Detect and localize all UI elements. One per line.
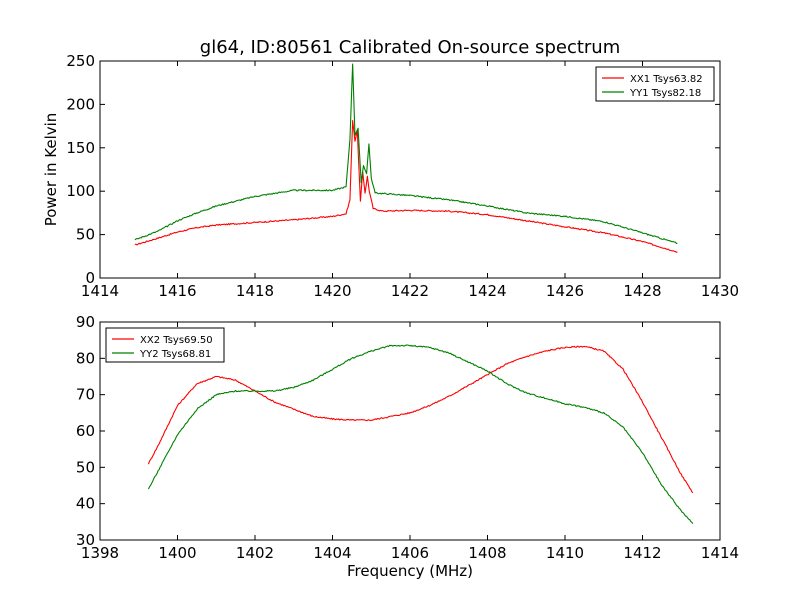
x-tick-label: 1408: [468, 544, 506, 562]
series-line-2: [134, 63, 678, 244]
x-tick-label: 1430: [701, 282, 739, 300]
x-tick-label: 1420: [313, 282, 351, 300]
y-axis-label: Power in Kelvin: [42, 113, 60, 227]
x-tick-label: 1404: [313, 544, 351, 562]
y-tick-label: 0: [85, 269, 95, 287]
x-tick-label: 1400: [158, 544, 196, 562]
legend-box: [105, 327, 225, 363]
x-tick-label: 1414: [701, 544, 739, 562]
y-tick-label: 100: [66, 182, 95, 200]
x-tick-label: 1414: [81, 282, 119, 300]
x-tick-label: 1406: [391, 544, 429, 562]
y-tick-label: 50: [76, 226, 95, 244]
y-tick-label: 50: [76, 458, 95, 476]
x-tick-label: 1416: [158, 282, 196, 300]
legend-entry: YY1 Tsys82.18: [629, 88, 701, 99]
x-tick-label: 1418: [236, 282, 274, 300]
series-line-2: [147, 344, 694, 524]
series-line-1: [147, 345, 694, 494]
legend: XX2 Tsys69.50 YY2 Tsys68.81: [105, 327, 225, 363]
chart-title: gl64, ID:80561 Calibrated On-source spec…: [200, 37, 620, 58]
y-tick-label: 90: [76, 313, 95, 331]
x-tick-label: 1398: [81, 544, 119, 562]
y-tick-label: 150: [66, 139, 95, 157]
legend: XX1 Tsys63.82 YY1 Tsys82.18: [595, 66, 715, 102]
legend-entry: YY2 Tsys68.81: [139, 349, 211, 360]
top-plot: 1414 1416 1418 1420 1422 1424 1426 1428 1430 0 50 1…: [42, 52, 739, 300]
x-tick-label: 1422: [391, 282, 429, 300]
series-line-1: [134, 120, 678, 253]
y-tick-label: 60: [76, 422, 95, 440]
y-tick-label: 80: [76, 349, 95, 367]
x-axis-label: Frequency (MHz): [347, 562, 473, 580]
legend-entry: XX2 Tsys69.50: [140, 335, 213, 346]
y-tick-label: 200: [66, 95, 95, 113]
x-tick-label: 1428: [623, 282, 661, 300]
x-tick-label: 1424: [468, 282, 506, 300]
x-tick-label: 1412: [623, 544, 661, 562]
legend-entry: XX1 Tsys63.82: [630, 74, 703, 85]
y-tick-label: 70: [76, 386, 95, 404]
x-tick-label: 1402: [236, 544, 274, 562]
x-tick-label: 1410: [546, 544, 584, 562]
x-tick-label: 1426: [546, 282, 584, 300]
legend-box: [595, 66, 715, 102]
y-tick-label: 250: [66, 52, 95, 70]
y-tick-label: 40: [76, 495, 95, 513]
y-tick-label: 30: [76, 531, 95, 549]
bottom-plot: 1398 1400 1402 1404 1406 1408 1410 1412 1414 30 40…: [76, 313, 739, 580]
